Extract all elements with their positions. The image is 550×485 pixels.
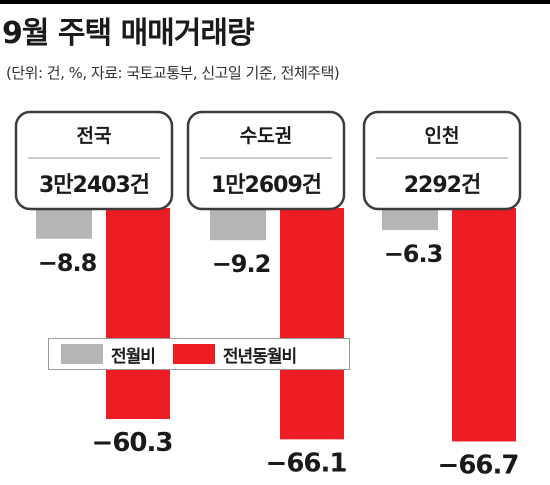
region-name-2: 인천 <box>425 125 460 147</box>
region-box-2 <box>362 110 522 211</box>
value-label-prev-month-1: −9.2 <box>212 250 271 278</box>
value-label-prev-year-2: −66.7 <box>438 450 519 480</box>
legend-swatch-prev-month <box>61 344 103 364</box>
region-total-2: 2292건 <box>404 173 480 198</box>
legend-label-prev-year: 전년동월비 <box>222 346 297 367</box>
value-label-prev-month-0: −8.8 <box>38 249 97 277</box>
legend-swatch-prev-year <box>172 344 215 364</box>
bar-prev-month-1 <box>210 208 266 241</box>
bar-prev-month-2 <box>382 208 438 231</box>
chart-legend: 전월비 전년동월비 <box>48 338 350 370</box>
page-title: 9월 주택 매매거래량 <box>2 16 255 51</box>
bar-prev-year-2 <box>452 208 516 442</box>
region-name-0: 전국 <box>77 125 112 147</box>
bar-prev-year-1 <box>280 208 344 440</box>
region-total-1: 1만2609건 <box>211 173 321 198</box>
region-name-1: 수도권 <box>240 125 292 147</box>
region-box-1 <box>186 110 346 211</box>
bar-prev-month-0 <box>36 208 92 239</box>
chart-subtitle: (단위: 건, %, 자료: 국토교통부, 신고일 기준, 전체주택) <box>6 64 340 82</box>
region-box-0 <box>14 110 174 211</box>
region-total-0: 3만2403건 <box>39 173 149 198</box>
legend-label-prev-month: 전월비 <box>111 346 156 367</box>
value-label-prev-month-2: −6.3 <box>384 240 443 268</box>
bar-prev-year-0 <box>106 208 170 420</box>
value-label-prev-year-1: −66.1 <box>266 448 347 478</box>
value-label-prev-year-0: −60.3 <box>92 428 173 458</box>
top-rule <box>0 0 550 4</box>
